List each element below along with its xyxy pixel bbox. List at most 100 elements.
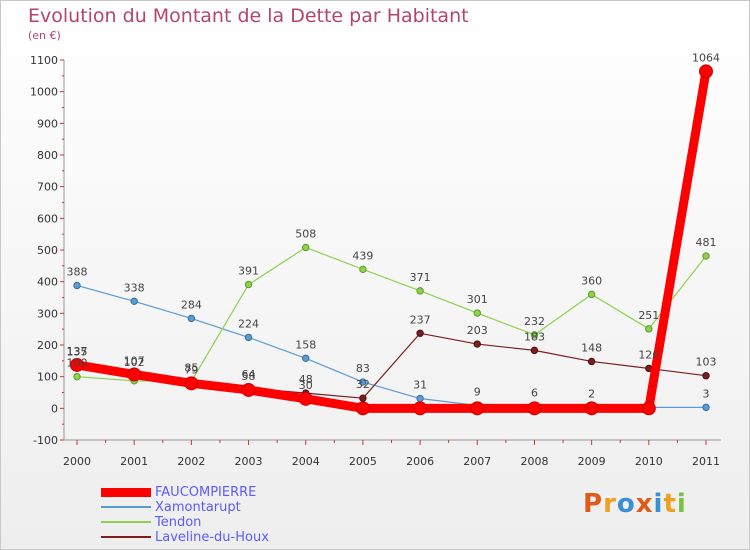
data-label: 32 <box>356 378 370 391</box>
data-point <box>530 331 539 339</box>
data-label: 148 <box>581 341 602 354</box>
x-tick-label: 2004 <box>292 455 320 468</box>
y-tick-label: -100 <box>33 434 58 447</box>
y-tick-label: 900 <box>37 117 58 130</box>
data-label: 103 <box>696 356 717 369</box>
y-tick-label: 1000 <box>30 86 58 99</box>
data-label: 371 <box>410 271 431 284</box>
data-label: 64 <box>242 368 256 381</box>
y-tick-label: 200 <box>37 339 58 352</box>
data-label: 203 <box>467 324 488 337</box>
x-tick-label: 2011 <box>692 455 720 468</box>
data-point <box>187 314 196 323</box>
data-label: 1064 <box>692 51 720 64</box>
data-label: 126 <box>638 348 659 361</box>
data-label: 237 <box>410 313 431 326</box>
data-label: 58 <box>242 370 256 383</box>
data-point <box>587 290 596 299</box>
data-point <box>473 340 481 348</box>
y-tick-label: 800 <box>37 149 58 162</box>
data-label: 31 <box>413 379 427 392</box>
y-tick-label: 700 <box>37 181 58 194</box>
data-point <box>244 333 253 342</box>
x-tick-label: 2008 <box>520 455 548 468</box>
x-tick-label: 2007 <box>463 455 491 468</box>
data-point <box>645 325 653 333</box>
x-tick-label: 2005 <box>349 455 377 468</box>
data-point <box>241 382 256 397</box>
data-point <box>298 391 313 406</box>
legend-label: Laveline-du-Houx <box>155 530 269 545</box>
series-line-faucompierre <box>72 66 711 413</box>
data-label: 30 <box>299 379 313 392</box>
y-tick-label: 600 <box>37 212 58 225</box>
x-tick-label: 2000 <box>63 455 91 468</box>
legend-item: Laveline-du-Houx <box>101 530 321 545</box>
data-label: 135 <box>67 346 88 359</box>
data-label: 85 <box>184 361 198 374</box>
data-label: 79 <box>184 363 198 376</box>
data-point <box>73 281 81 290</box>
x-tick-label: 2009 <box>578 455 606 468</box>
legend: FAUCOMPIERRE Xamontarupt Tendon Laveline-du… <box>101 485 321 545</box>
y-tick-label: 0 <box>51 402 58 415</box>
data-point <box>527 401 542 416</box>
data-label: 360 <box>581 274 602 287</box>
series-line-xamontarupt <box>76 284 707 409</box>
y-tick-label: 400 <box>37 276 58 289</box>
data-label: 183 <box>524 330 545 343</box>
data-label: 48 <box>299 373 313 386</box>
data-label: 137 <box>67 345 88 358</box>
data-point <box>184 376 199 391</box>
y-tick-label: 500 <box>37 244 58 257</box>
legend-label: FAUCOMPIERRE <box>155 485 257 500</box>
data-label: 100 <box>67 357 88 370</box>
chart-unit: (en €) <box>28 29 61 42</box>
legend-label: Tendon <box>155 515 202 530</box>
data-label: 158 <box>295 338 316 351</box>
legend-swatch <box>101 506 151 508</box>
x-tick-label: 2003 <box>235 455 263 468</box>
data-label: 508 <box>295 227 316 240</box>
y-tick-label: 100 <box>37 371 58 384</box>
data-point <box>413 401 428 416</box>
data-point <box>416 394 424 403</box>
data-label: 388 <box>67 265 88 278</box>
x-tick-label: 2006 <box>406 455 434 468</box>
data-point <box>302 354 310 362</box>
data-label: 83 <box>356 362 370 375</box>
data-label: 232 <box>524 315 545 328</box>
data-point <box>70 357 84 372</box>
data-label: 338 <box>124 281 145 294</box>
x-tick-label: 2002 <box>177 455 205 468</box>
data-point <box>473 309 481 317</box>
data-label: 481 <box>696 236 717 249</box>
line-chart: -100 0 100 200 300 400 500 600 700 800 900 1000 1100… <box>30 51 721 468</box>
data-label: 9 <box>474 385 481 398</box>
legend-swatch <box>101 521 151 523</box>
data-point <box>355 401 370 416</box>
data-point <box>416 329 424 337</box>
data-label: 439 <box>352 249 373 262</box>
data-point <box>641 401 656 416</box>
data-point <box>73 372 81 381</box>
data-point <box>584 401 599 416</box>
legend-swatch <box>101 536 151 538</box>
data-point <box>359 265 367 274</box>
data-label: 107 <box>124 354 145 367</box>
series-line-tendon <box>76 246 707 383</box>
legend-item: Tendon <box>101 515 321 530</box>
legend-label: Xamontarupt <box>155 500 241 515</box>
data-point <box>702 372 710 380</box>
legend-item: Xamontarupt <box>101 500 321 515</box>
proxiti-logo: Proxiti <box>583 489 687 519</box>
data-point <box>127 367 142 382</box>
data-label: 391 <box>238 265 259 278</box>
data-point <box>587 357 596 366</box>
legend-swatch <box>101 487 151 497</box>
data-point <box>130 297 138 305</box>
y-tick-label: 1100 <box>30 54 58 67</box>
y-tick-label: 300 <box>37 307 58 320</box>
data-label: 3 <box>703 387 710 400</box>
series-line-laveline-du-houx <box>76 332 707 399</box>
